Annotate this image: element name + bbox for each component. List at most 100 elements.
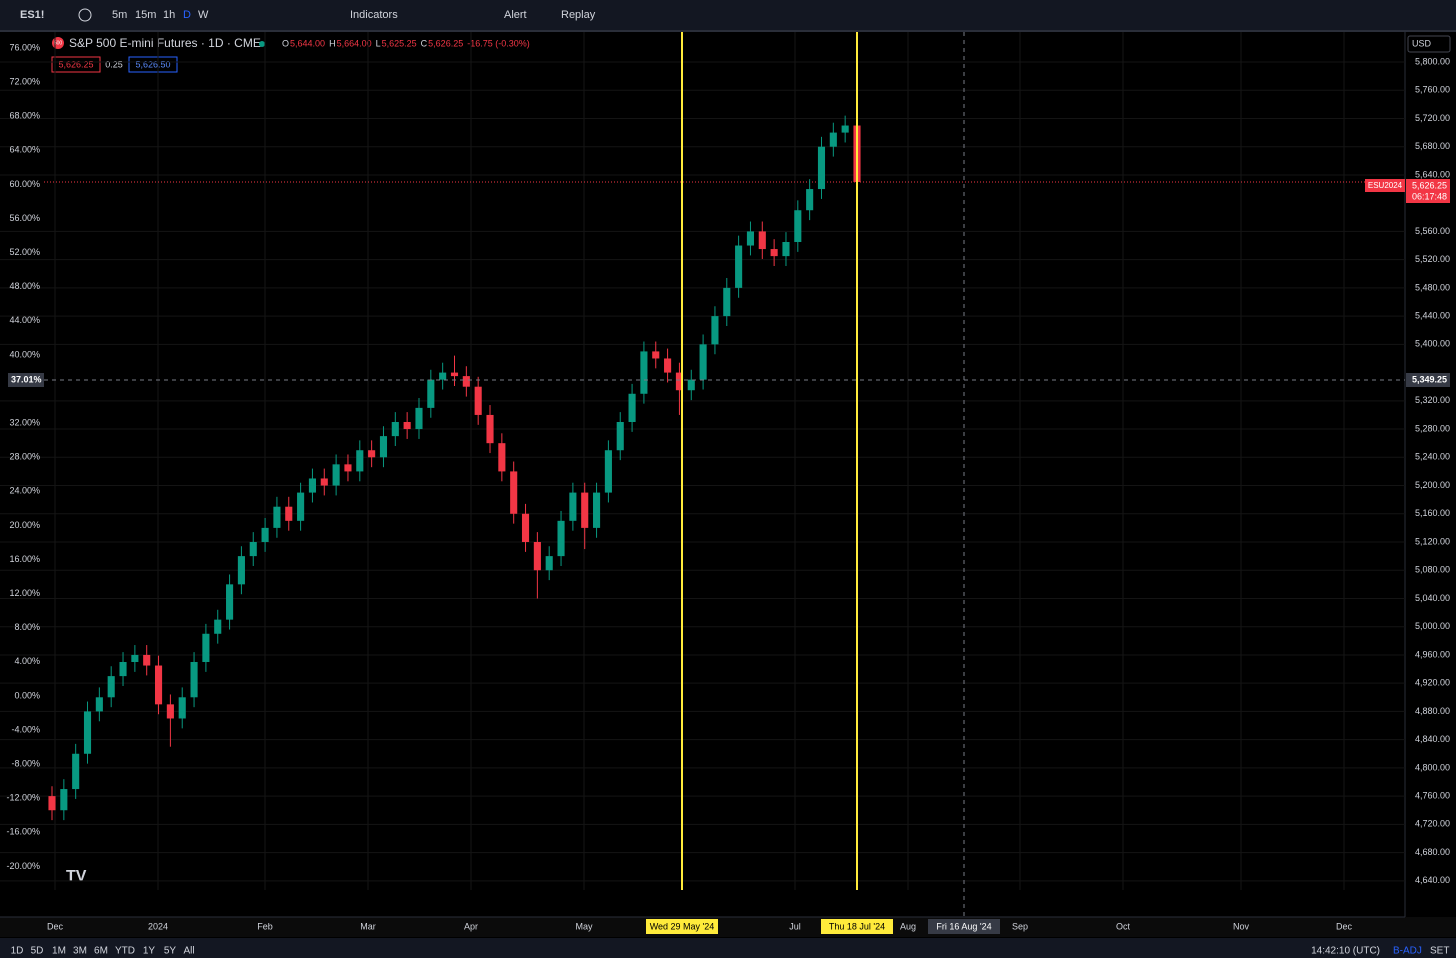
- candle-body: [72, 753, 80, 790]
- y-tick-label: 4,720.00: [1415, 819, 1450, 829]
- currency-box[interactable]: [1407, 35, 1451, 53]
- legend-title: S&P 500 E-mini Futures · 1D · CME: [69, 36, 261, 50]
- y-tick-label: 5,280.00: [1415, 423, 1450, 433]
- candle-body: [261, 527, 269, 542]
- candle-body: [403, 422, 411, 430]
- x-tick-label: Feb: [257, 921, 273, 931]
- range[interactable]: 3M: [73, 946, 87, 957]
- badge-text: 500: [54, 40, 63, 46]
- candle-body: [249, 542, 257, 557]
- y-tick-label: 5,160.00: [1415, 508, 1450, 518]
- interval[interactable]: 5m: [112, 9, 127, 21]
- candle-body: [143, 654, 151, 666]
- x-marker-box: [821, 919, 893, 934]
- x-marker-box: [646, 919, 718, 934]
- candle-body: [131, 654, 139, 662]
- candle-body: [344, 464, 352, 472]
- y-tick-label: 4,800.00: [1415, 762, 1450, 772]
- candle-body: [119, 662, 127, 677]
- y-tick-label: 4,880.00: [1415, 706, 1450, 716]
- x-tick-label: Apr: [464, 921, 478, 931]
- range[interactable]: 5D: [31, 946, 44, 957]
- candle-body: [60, 789, 68, 811]
- candle-body: [817, 146, 826, 190]
- y2-tick-label: 48.00%: [9, 281, 40, 291]
- range[interactable]: 1D: [11, 946, 24, 957]
- replay[interactable]: Replay: [561, 9, 596, 21]
- range[interactable]: 1M: [52, 946, 66, 957]
- tag-symbol-box: [1365, 179, 1405, 192]
- candle-body: [297, 492, 305, 521]
- y-tick-label: 5,240.00: [1415, 452, 1450, 462]
- interval[interactable]: 15m: [135, 9, 156, 21]
- candle-body: [782, 242, 790, 257]
- candle-body: [226, 584, 234, 620]
- clock: 14:42:10 (UTC): [1311, 946, 1380, 957]
- y-tick-label: 4,840.00: [1415, 734, 1450, 744]
- symbol[interactable]: ES1!: [20, 9, 44, 21]
- x-tick-label: Nov: [1233, 921, 1250, 931]
- candle-body: [498, 443, 506, 472]
- range[interactable]: 5Y: [164, 946, 177, 957]
- candle-body: [154, 665, 163, 705]
- y2-tick-label: 60.00%: [9, 179, 40, 189]
- y2-tick-label: -20.00%: [6, 861, 40, 871]
- ohlc: O 5,644.00 H 5,664.00 L 5,625.25 C 5,626.25 -16.…: [282, 38, 530, 48]
- ask-box[interactable]: [128, 56, 178, 73]
- bid-box[interactable]: [51, 56, 101, 73]
- x-tick-label: Mar: [360, 921, 376, 931]
- add-symbol[interactable]: [78, 8, 92, 22]
- range[interactable]: 1Y: [143, 946, 156, 957]
- y2-tick-label: 40.00%: [9, 349, 40, 359]
- y2-tick-label: 76.00%: [9, 42, 40, 52]
- y-tick-label: 5,560.00: [1415, 226, 1450, 236]
- candle-body: [320, 478, 328, 486]
- y-tick-label: 5,040.00: [1415, 593, 1450, 603]
- y-tick-label: 4,680.00: [1415, 847, 1450, 857]
- candle-body: [545, 556, 553, 571]
- y2-tick-label: 0.00%: [14, 690, 40, 700]
- interval[interactable]: W: [198, 9, 209, 21]
- candle-body: [758, 231, 766, 250]
- candle-body: [510, 471, 518, 514]
- x-tick-label: Aug: [900, 921, 916, 931]
- alert[interactable]: Alert: [504, 9, 527, 21]
- bottom-toolbar: [0, 938, 1456, 958]
- spread: 0.25: [105, 59, 123, 69]
- y-tick-label: 5,000.00: [1415, 621, 1450, 631]
- crosshair-price: 5,349.25: [1412, 374, 1447, 384]
- y-tick-label: 5,120.00: [1415, 536, 1450, 546]
- ohlc-key: L: [376, 38, 381, 48]
- interval[interactable]: D: [183, 9, 191, 21]
- currency[interactable]: USD: [1412, 38, 1432, 48]
- range[interactable]: All: [183, 946, 194, 957]
- y2-tick-label: 28.00%: [9, 452, 40, 462]
- candle-body: [770, 249, 778, 257]
- y2-tick-label: 72.00%: [9, 76, 40, 86]
- y2-tick-label: 52.00%: [9, 247, 40, 257]
- x-tick-label: Jul: [789, 921, 801, 931]
- candle-body: [356, 450, 364, 472]
- indicators[interactable]: Indicators: [350, 9, 398, 21]
- candle-body: [439, 372, 447, 380]
- y2-tick-label: 20.00%: [9, 520, 40, 530]
- range[interactable]: YTD: [115, 946, 135, 957]
- candle-body: [569, 492, 577, 521]
- y-tick-label: 5,520.00: [1415, 254, 1450, 264]
- range[interactable]: 6M: [94, 946, 108, 957]
- interval[interactable]: 1h: [163, 9, 175, 21]
- candle-body: [202, 633, 210, 662]
- candle-body: [829, 132, 837, 147]
- y-tick-label: 5,200.00: [1415, 480, 1450, 490]
- candle-body: [533, 542, 541, 571]
- candle-body: [675, 372, 683, 391]
- y-tick-label: 4,640.00: [1415, 875, 1450, 885]
- y-tick-label: 4,920.00: [1415, 678, 1450, 688]
- session[interactable]: SET: [1430, 946, 1449, 957]
- adj[interactable]: B-ADJ: [1393, 946, 1422, 957]
- candle-body: [308, 478, 316, 493]
- y2-tick-label: 68.00%: [9, 111, 40, 121]
- y-tick-label: 4,760.00: [1415, 790, 1450, 800]
- plot-area: [0, 32, 1405, 890]
